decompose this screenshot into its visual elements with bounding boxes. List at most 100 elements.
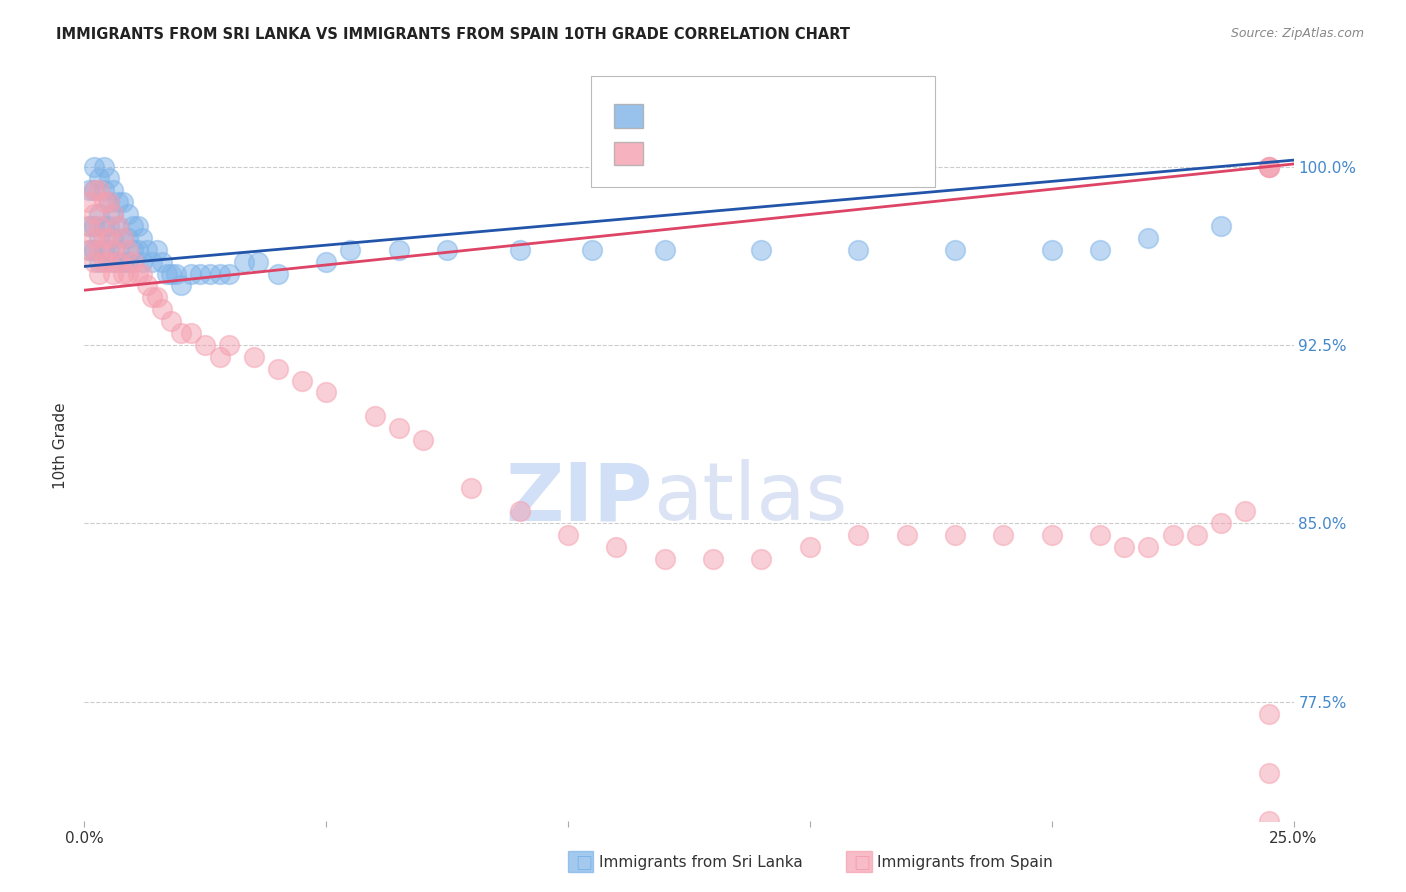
Point: [1137, 540, 1160, 554]
Point: [654, 552, 676, 566]
Point: [112, 254, 135, 268]
Point: [846, 528, 869, 542]
Point: [136, 243, 159, 257]
Point: [267, 361, 290, 376]
Point: [127, 267, 149, 281]
Point: [509, 504, 531, 518]
Point: [103, 243, 125, 257]
Point: [388, 243, 411, 257]
Point: [97, 171, 120, 186]
Point: [83, 219, 105, 233]
Text: R =: R =: [654, 105, 690, 123]
Point: [121, 219, 143, 233]
Point: [1209, 219, 1232, 233]
Point: [339, 243, 361, 257]
Point: [993, 528, 1015, 542]
Point: [291, 374, 314, 388]
Point: [97, 243, 120, 257]
Point: [131, 267, 153, 281]
Text: □: □: [853, 855, 870, 872]
Point: [315, 254, 337, 268]
Point: [557, 528, 579, 542]
Point: [160, 314, 183, 328]
Point: [190, 267, 212, 281]
Text: Immigrants from Spain: Immigrants from Spain: [877, 855, 1053, 870]
Point: [1258, 160, 1281, 174]
Point: [233, 254, 256, 268]
Point: [117, 267, 139, 281]
Point: [1161, 528, 1184, 542]
Point: [107, 195, 129, 210]
Point: [93, 231, 115, 245]
Point: [77, 195, 100, 210]
Text: IMMIGRANTS FROM SRI LANKA VS IMMIGRANTS FROM SPAIN 10TH GRADE CORRELATION CHART: IMMIGRANTS FROM SRI LANKA VS IMMIGRANTS …: [56, 27, 851, 42]
Point: [77, 183, 100, 197]
Text: atlas: atlas: [652, 459, 846, 538]
Point: [170, 278, 193, 293]
Point: [218, 267, 240, 281]
Point: [87, 183, 110, 197]
Point: [751, 552, 773, 566]
Point: [1258, 160, 1281, 174]
Point: [83, 160, 105, 174]
Point: [208, 350, 231, 364]
Point: [1040, 528, 1063, 542]
Point: [87, 207, 110, 221]
Point: [846, 243, 869, 257]
Point: [1040, 243, 1063, 257]
Point: [97, 254, 120, 268]
Point: [103, 183, 125, 197]
Point: [194, 338, 217, 352]
Point: [87, 254, 110, 268]
Text: Immigrants from Sri Lanka: Immigrants from Sri Lanka: [599, 855, 803, 870]
Point: [77, 243, 100, 257]
Point: [267, 267, 290, 281]
Point: [218, 338, 240, 352]
Point: [208, 267, 231, 281]
Text: ZIP: ZIP: [505, 459, 652, 538]
Text: N =: N =: [759, 105, 807, 123]
Point: [97, 231, 120, 245]
Point: [83, 231, 105, 245]
Point: [83, 254, 105, 268]
Point: [1234, 504, 1257, 518]
Point: [93, 243, 115, 257]
Point: [160, 267, 183, 281]
Point: [751, 243, 773, 257]
Point: [1137, 231, 1160, 245]
Point: [146, 290, 169, 304]
Point: [141, 290, 163, 304]
Point: [654, 243, 676, 257]
Point: [103, 207, 125, 221]
Point: [242, 350, 264, 364]
Point: [107, 243, 129, 257]
Point: [87, 171, 110, 186]
Point: [121, 254, 143, 268]
Text: □: □: [575, 855, 592, 872]
Point: [93, 160, 115, 174]
Point: [799, 540, 821, 554]
Text: N =: N =: [759, 143, 807, 161]
Point: [77, 243, 100, 257]
Point: [1258, 160, 1281, 174]
Point: [896, 528, 918, 542]
Point: [87, 243, 110, 257]
Point: [412, 433, 434, 447]
Point: [87, 219, 110, 233]
Point: [93, 219, 115, 233]
Point: [117, 254, 139, 268]
Point: [103, 231, 125, 245]
Point: [112, 195, 135, 210]
Point: [170, 326, 193, 340]
Point: [180, 326, 202, 340]
Text: 0.270: 0.270: [696, 105, 748, 123]
Point: [117, 231, 139, 245]
Point: [112, 231, 135, 245]
Point: [117, 207, 139, 221]
Point: [87, 231, 110, 245]
Text: R =: R =: [654, 143, 690, 161]
Point: [112, 231, 135, 245]
Point: [131, 231, 153, 245]
Point: [97, 195, 120, 210]
Point: [83, 183, 105, 197]
